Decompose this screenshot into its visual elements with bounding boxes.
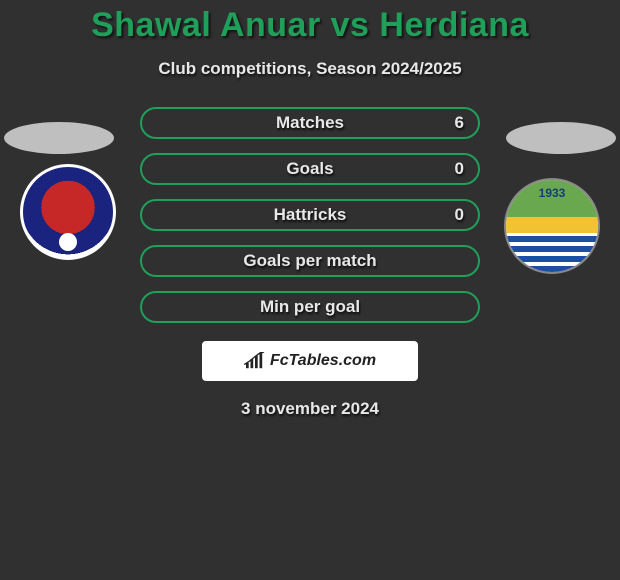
stat-label: Matches [276,113,344,133]
attribution-box: FcTables.com [202,341,418,381]
stat-label: Min per goal [260,297,360,317]
team-right-crest: 1933 [504,178,600,274]
attribution-text: FcTables.com [270,352,376,370]
subtitle: Club competitions, Season 2024/2025 [0,59,620,79]
stat-row-min-per-goal: Min per goal [140,291,480,323]
stat-label: Hattricks [274,205,347,225]
bar-chart-icon [244,352,266,370]
stat-value-right: 6 [455,113,464,133]
stats-block: Matches 6 Goals 0 Hattricks 0 Goals per … [140,107,480,323]
stat-row-matches: Matches 6 [140,107,480,139]
player-right-silhouette [506,122,616,154]
player-left-silhouette [4,122,114,154]
stat-row-goals-per-match: Goals per match [140,245,480,277]
stat-value-right: 0 [455,159,464,179]
page-title: Shawal Anuar vs Herdiana [0,0,620,45]
stat-label: Goals per match [243,251,376,271]
stat-value-right: 0 [455,205,464,225]
date-text: 3 november 2024 [0,399,620,419]
team-left-crest [20,164,116,260]
stat-row-goals: Goals 0 [140,153,480,185]
stat-label: Goals [286,159,333,179]
crest-right-year: 1933 [506,186,598,200]
stat-row-hattricks: Hattricks 0 [140,199,480,231]
